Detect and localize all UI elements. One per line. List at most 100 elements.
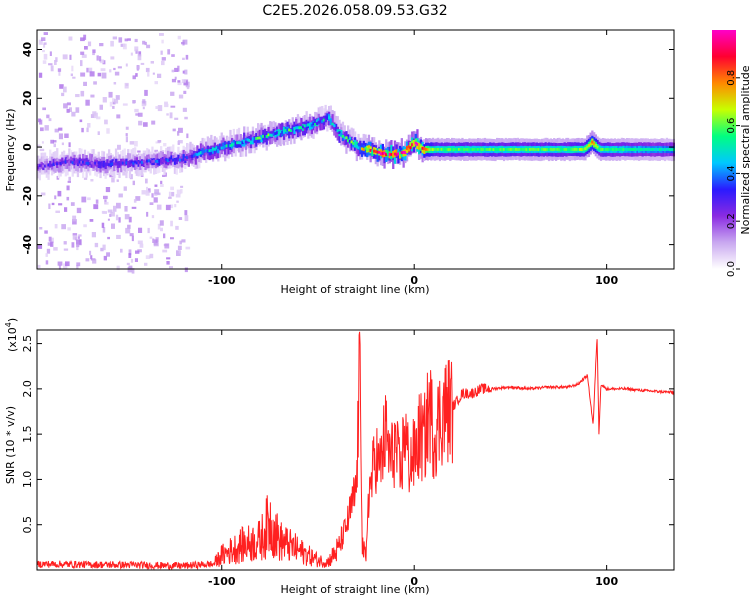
spectrogram-noise-cell [81,196,87,203]
spectrogram-ridge-cell [489,147,492,151]
spectrogram-ridge-cell [644,148,648,151]
spectrogram-ridge-cell [416,143,419,146]
spectrogram-noise-cell [89,71,95,77]
spectrogram-ridge-cell [336,126,339,141]
spectrogram-ridge-cell [215,146,218,150]
spectrogram-ridge-cell [78,160,81,164]
spectrogram-ridge-cell [459,148,462,151]
spectrogram-ridge-cell [177,158,180,162]
spectrogram-ridge-cell [289,129,293,132]
spectrogram-noise-cell [125,83,129,86]
spectrogram-ridge-cell [277,131,281,135]
spectrogram-ridge-cell [179,158,182,162]
spectrogram-ridge-cell [322,118,326,122]
spectrogram-noise-cell [46,248,51,254]
spectrogram-ridge-cell [641,148,644,151]
colorbar-gradient [712,30,736,269]
spectrogram-ridge-cell [392,153,395,157]
spectrogram-ridge-cell [515,148,518,151]
spectrogram-ridge-cell [319,119,322,123]
spectrogram-noise-cell [49,51,52,56]
spectrogram-noise-cell [143,122,148,127]
spectrogram-ridge-cell [506,148,509,151]
spectrogram-noise-cell [168,196,172,199]
spectrogram-ridge-cell [272,129,275,136]
spectrogram-noise-cell [76,242,80,248]
spectrogram-ridge-cell [563,148,566,151]
spectrogram-noise-cell [37,244,43,249]
spectrogram-noise-cell [130,258,134,263]
spectrogram-noise-cell [159,33,164,36]
spectrogram-noise-cell [131,268,135,274]
spectrogram-noise-cell [184,69,188,75]
spectrogram-ridge-cell [513,148,516,151]
spectrogram-ridge-cell [601,148,604,151]
spectrogram-noise-cell [166,113,169,116]
spectrogram-ridge-cell [606,148,610,151]
spectrogram-ridge-cell [438,147,442,151]
spectrogram-noise-cell [57,68,62,72]
spectrogram-ridge-cell [281,131,284,134]
spectrogram-noise-cell [100,247,104,252]
spectrogram-ridge-cell [625,148,629,151]
spectrogram-ridge-cell [326,116,329,120]
spectrogram-noise-cell [164,103,169,108]
spectrogram-ridge-cell [440,147,443,151]
spectrogram-noise-cell [108,91,113,98]
spectrogram-noise-cell [42,107,46,111]
spectrogram-ridge-cell [386,152,390,156]
spectrogram-ridge-cell [419,145,423,149]
spectrogram-ridge-cell [236,141,239,145]
spectrogram-ridge-cell [279,130,282,134]
spectrogram-noise-cell [87,41,92,47]
spectrogram-ridge-cell [579,148,582,151]
spectrogram-noise-cell [70,73,73,77]
spectrogram-ridge-cell [239,134,242,148]
spectrogram-ridge-cell [156,159,159,163]
spectrogram-noise-cell [72,215,77,222]
spectrogram-ridge-cell [210,148,213,152]
spectrogram-ridge-cell [598,147,601,151]
spectrogram-ridge-cell [631,148,634,151]
spectrogram-ridge-cell [575,148,578,151]
spectrogram-ridge-cell [470,148,473,151]
spectrogram-noise-cell [61,92,65,97]
spectrogram-ridge-cell [227,144,230,147]
spectrogram-noise-cell [58,203,63,206]
spectrogram-ridge-cell [82,160,85,164]
spectrogram-noise-cell [51,202,55,206]
spectrogram-noise-cell [44,230,48,234]
spectrogram-ridge-cell [243,140,246,143]
spectrogram-ridge-cell [286,128,289,132]
spectrogram-ridge-cell [572,148,575,151]
spectrogram-ridge-cell [47,163,50,167]
spectrogram-ridge-cell [182,157,185,160]
spectrogram-noise-cell [147,227,150,234]
spectrogram-noise-cell [184,267,188,273]
spectrogram-noise-cell [128,249,132,256]
spectrogram-ridge-cell [300,126,303,130]
spectrogram-noise-cell [86,67,89,73]
spectrogram-ridge-cell [128,153,132,167]
spectrogram-noise-cell [80,37,85,42]
spectrogram-ridge-cell [303,124,306,128]
spectrogram-ridge-cell [142,160,145,167]
spectrogram-ridge-cell [425,148,428,151]
spectrogram-ridge-cell [94,161,97,165]
spectrogram-noise-cell [177,65,180,72]
spectrogram-ridge-cell [279,130,282,138]
spectrogram-noise-cell [138,227,143,233]
spectrogram-noise-cell [175,194,181,198]
spectrogram-ridge-cell [399,152,402,156]
spectrogram-noise-cell [125,133,128,137]
spectrogram-noise-cell [80,60,83,67]
spectrogram-ridge-cell [348,139,352,143]
spectrogram-ridge-cell [153,159,156,163]
spectrogram-ridge-cell [68,161,71,164]
spectrogram-noise-cell [89,250,92,256]
spectrogram-ridge-cell [670,148,674,152]
spectrogram-noise-cell [57,261,63,266]
spectrogram-ridge-cell [317,120,320,124]
spectrogram-noise-cell [92,259,97,264]
spectrogram-noise-cell [163,233,166,239]
